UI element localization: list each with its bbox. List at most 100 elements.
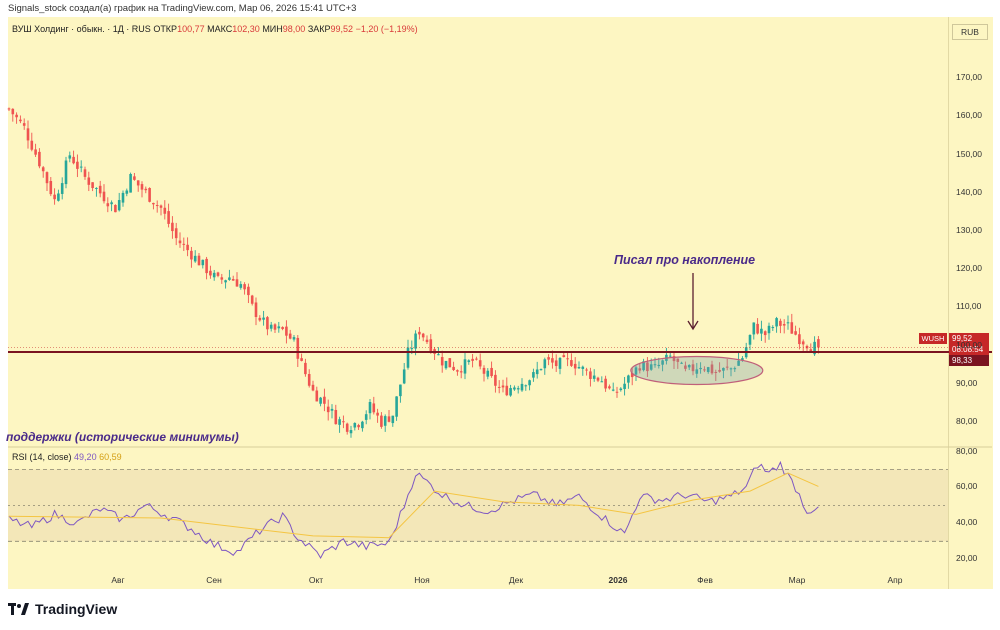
candle-body — [410, 348, 414, 350]
candle-body — [79, 166, 83, 168]
candle-body — [657, 364, 661, 367]
candle-body — [771, 327, 775, 329]
candle-body — [205, 258, 208, 274]
candle-body — [551, 358, 554, 363]
candle-body — [178, 240, 182, 244]
candle-body — [315, 390, 319, 402]
candle-body — [144, 188, 148, 191]
candle-body — [296, 337, 300, 359]
high-value: 102,30 — [232, 24, 260, 34]
open-label: ОТКР — [153, 24, 178, 34]
candle-body — [110, 202, 113, 205]
accumulation-ellipse — [630, 355, 764, 386]
rsi-ma-value: 60,59 — [99, 452, 122, 462]
price-tick-label: 130,00 — [956, 225, 982, 236]
candle-body — [490, 367, 493, 377]
candle-body — [752, 322, 756, 335]
low-value: 98,00 — [282, 24, 306, 34]
price-tick-label: 150,00 — [956, 148, 982, 159]
candle-body — [193, 255, 197, 262]
candle-body — [459, 371, 463, 373]
candle-body — [117, 200, 121, 211]
candle-body — [273, 324, 277, 330]
candle-body — [152, 202, 155, 205]
candle-body — [326, 406, 330, 413]
rsi-line — [8, 460, 819, 560]
candle-body — [516, 388, 520, 390]
time-tick-label: Дек — [508, 575, 524, 585]
candle-body — [72, 156, 75, 164]
candle-body — [323, 396, 326, 404]
price-scale[interactable] — [948, 17, 993, 589]
candle-body — [311, 384, 315, 391]
price-tag: WUSH 99,52 08:08:54 98,33 — [919, 333, 989, 366]
candle-body — [596, 377, 600, 381]
candle-body — [672, 356, 676, 362]
currency-selector[interactable]: RUB — [952, 24, 988, 40]
price-tick-label: 140,00 — [956, 186, 982, 197]
tradingview-logo[interactable]: TradingView — [8, 601, 117, 617]
candle-body — [11, 108, 15, 115]
time-tick-label: Ноя — [414, 575, 430, 585]
candle-body — [570, 360, 573, 366]
candle-body — [684, 365, 687, 369]
candle-body — [668, 355, 672, 357]
candle-body — [440, 357, 444, 366]
candle-body — [505, 385, 509, 396]
candle-body — [520, 383, 524, 391]
price-tick-label: 110,00 — [956, 301, 982, 312]
candle-body — [262, 317, 265, 320]
symbol-name: ВУШ Холдинг · обыкн. · 1Д · RUS — [12, 24, 151, 34]
candle-body — [646, 362, 649, 372]
candle-body — [148, 187, 151, 202]
logo-text: TradingView — [35, 601, 118, 617]
change-value: −1,20 (−1,19%) — [355, 24, 418, 34]
close-label: ЗАКР — [307, 24, 331, 34]
candle-body — [57, 193, 60, 201]
time-tick-label: Авг — [111, 575, 125, 585]
candle-body — [307, 374, 311, 386]
candle-body — [703, 369, 706, 371]
candle-body — [60, 183, 64, 194]
candle-body — [729, 368, 733, 370]
candle-body — [600, 381, 604, 383]
candle-body — [209, 270, 212, 276]
candle-body — [494, 374, 497, 386]
candle-body — [64, 160, 68, 185]
candle-body — [775, 318, 778, 327]
candle-body — [330, 408, 334, 411]
candle-body — [372, 403, 376, 413]
candle-body — [566, 358, 569, 360]
candle-body — [558, 357, 562, 369]
price-tick-label: 80,00 — [956, 416, 978, 427]
candle-body — [539, 369, 543, 371]
accumulation-annotation: Писал про накопление — [614, 253, 756, 267]
candle-body — [7, 108, 11, 110]
candle-body — [589, 371, 592, 379]
candle-body — [444, 360, 448, 369]
candle-body — [190, 250, 193, 260]
rsi-tick-label: 60,00 — [956, 481, 978, 492]
candle-body — [285, 326, 288, 336]
candle-body — [247, 286, 250, 296]
rsi-ma-line — [8, 472, 819, 539]
candle-body — [414, 333, 417, 349]
candle-body — [231, 279, 235, 281]
candle-body — [338, 419, 341, 425]
candle-body — [68, 155, 72, 159]
rsi-tick-label: 80,00 — [956, 445, 978, 456]
tag-level-price: 98,33 — [949, 355, 989, 366]
candle-body — [387, 416, 391, 422]
candle-body — [220, 277, 224, 280]
candle-body — [695, 369, 699, 374]
price-tick-label: 120,00 — [956, 263, 982, 274]
candle-body — [83, 169, 87, 177]
candle-body — [528, 380, 531, 386]
candle-body — [532, 372, 535, 378]
candle-body — [224, 280, 227, 283]
candle-body — [38, 151, 41, 167]
candle-body — [760, 328, 763, 334]
candle-body — [463, 359, 467, 374]
candle-body — [353, 423, 357, 428]
